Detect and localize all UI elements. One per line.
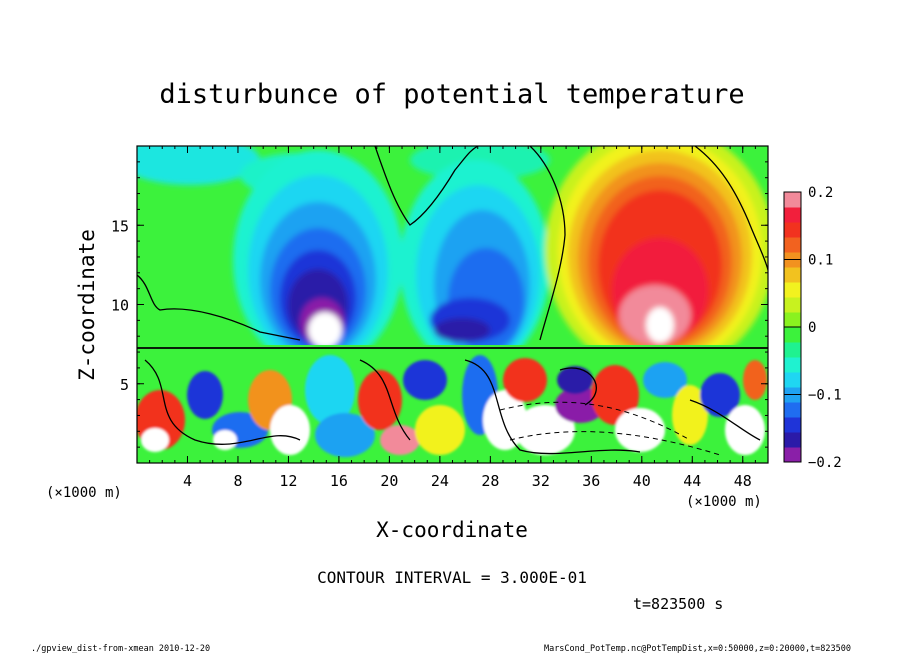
x-tick-label: 32 — [532, 472, 550, 490]
y-axis-label: Z-coordinate — [75, 229, 99, 381]
x-tick-label: 8 — [233, 472, 242, 490]
colorbar-swatch — [784, 192, 801, 208]
z-unit-label: (×1000 m) — [46, 485, 122, 501]
contour-lines — [137, 146, 768, 455]
x-tick-label: 40 — [633, 472, 651, 490]
lower-field — [137, 355, 767, 457]
x-tick-label: 16 — [330, 472, 348, 490]
chart-title: disturbunce of potential temperature — [159, 79, 744, 110]
y-tick-label: 10 — [111, 297, 129, 315]
colorbar-swatch — [784, 297, 801, 313]
colorbar-swatch — [784, 222, 801, 238]
x-tick-label: 20 — [380, 472, 398, 490]
colorbar-tick-labels: 0.2 0.1 0 −0.1 −0.2 — [808, 185, 842, 471]
contour-interval-text: CONTOUR INTERVAL = 3.000E-01 — [317, 568, 587, 587]
colorbar-swatch — [784, 282, 801, 298]
x-tick-label: 44 — [683, 472, 701, 490]
axis-ticks — [137, 146, 768, 463]
colorbar-tick-label: −0.2 — [808, 455, 842, 471]
colorbar-swatch — [784, 327, 801, 343]
colorbar-swatch — [784, 372, 801, 388]
x-axis-label: X-coordinate — [376, 518, 528, 542]
colorbar-swatch — [784, 312, 801, 328]
footer-left: ./gpview_dist-from-xmean 2010-12-20 — [31, 644, 210, 654]
colorbar-tick-label: −0.1 — [808, 388, 842, 404]
x-tick-label: 48 — [734, 472, 752, 490]
y-tick-label: 15 — [111, 217, 129, 235]
time-text: t=823500 s — [633, 595, 723, 613]
colorbar-swatch — [784, 237, 801, 253]
colorbar-tick-label: 0.2 — [808, 185, 833, 201]
colorbar-swatch — [784, 402, 801, 418]
upper-field — [137, 146, 768, 375]
x-unit-label: (×1000 m) — [686, 494, 762, 510]
colorbar-swatch — [784, 357, 801, 373]
colorbar-swatch — [784, 267, 801, 283]
x-tick-label: 28 — [481, 472, 499, 490]
colorbar-swatch — [784, 447, 801, 463]
footer-right: MarsCond_PotTemp.nc@PotTempDist,x=0:5000… — [544, 644, 851, 654]
colorbar — [784, 191, 801, 463]
colorbar-frame — [783, 191, 802, 463]
y-tick-labels: 5 10 15 — [111, 217, 129, 394]
x-tick-label: 36 — [582, 472, 600, 490]
colorbar-swatch — [784, 207, 801, 223]
colorbar-swatch — [784, 342, 801, 358]
x-tick-label: 24 — [431, 472, 449, 490]
x-tick-label: 4 — [183, 472, 192, 490]
colorbar-tick-label: 0.1 — [808, 253, 833, 269]
colorbar-tick-label: 0 — [808, 320, 816, 336]
x-tick-label: 12 — [279, 472, 297, 490]
y-tick-label: 5 — [120, 376, 129, 394]
colorbar-swatch — [784, 417, 801, 433]
plot-area — [137, 146, 768, 463]
negative-contours — [499, 401, 721, 456]
x-tick-labels: 4 8 12 16 20 24 28 32 36 40 44 48 — [183, 472, 752, 490]
colorbar-swatch — [784, 432, 801, 448]
